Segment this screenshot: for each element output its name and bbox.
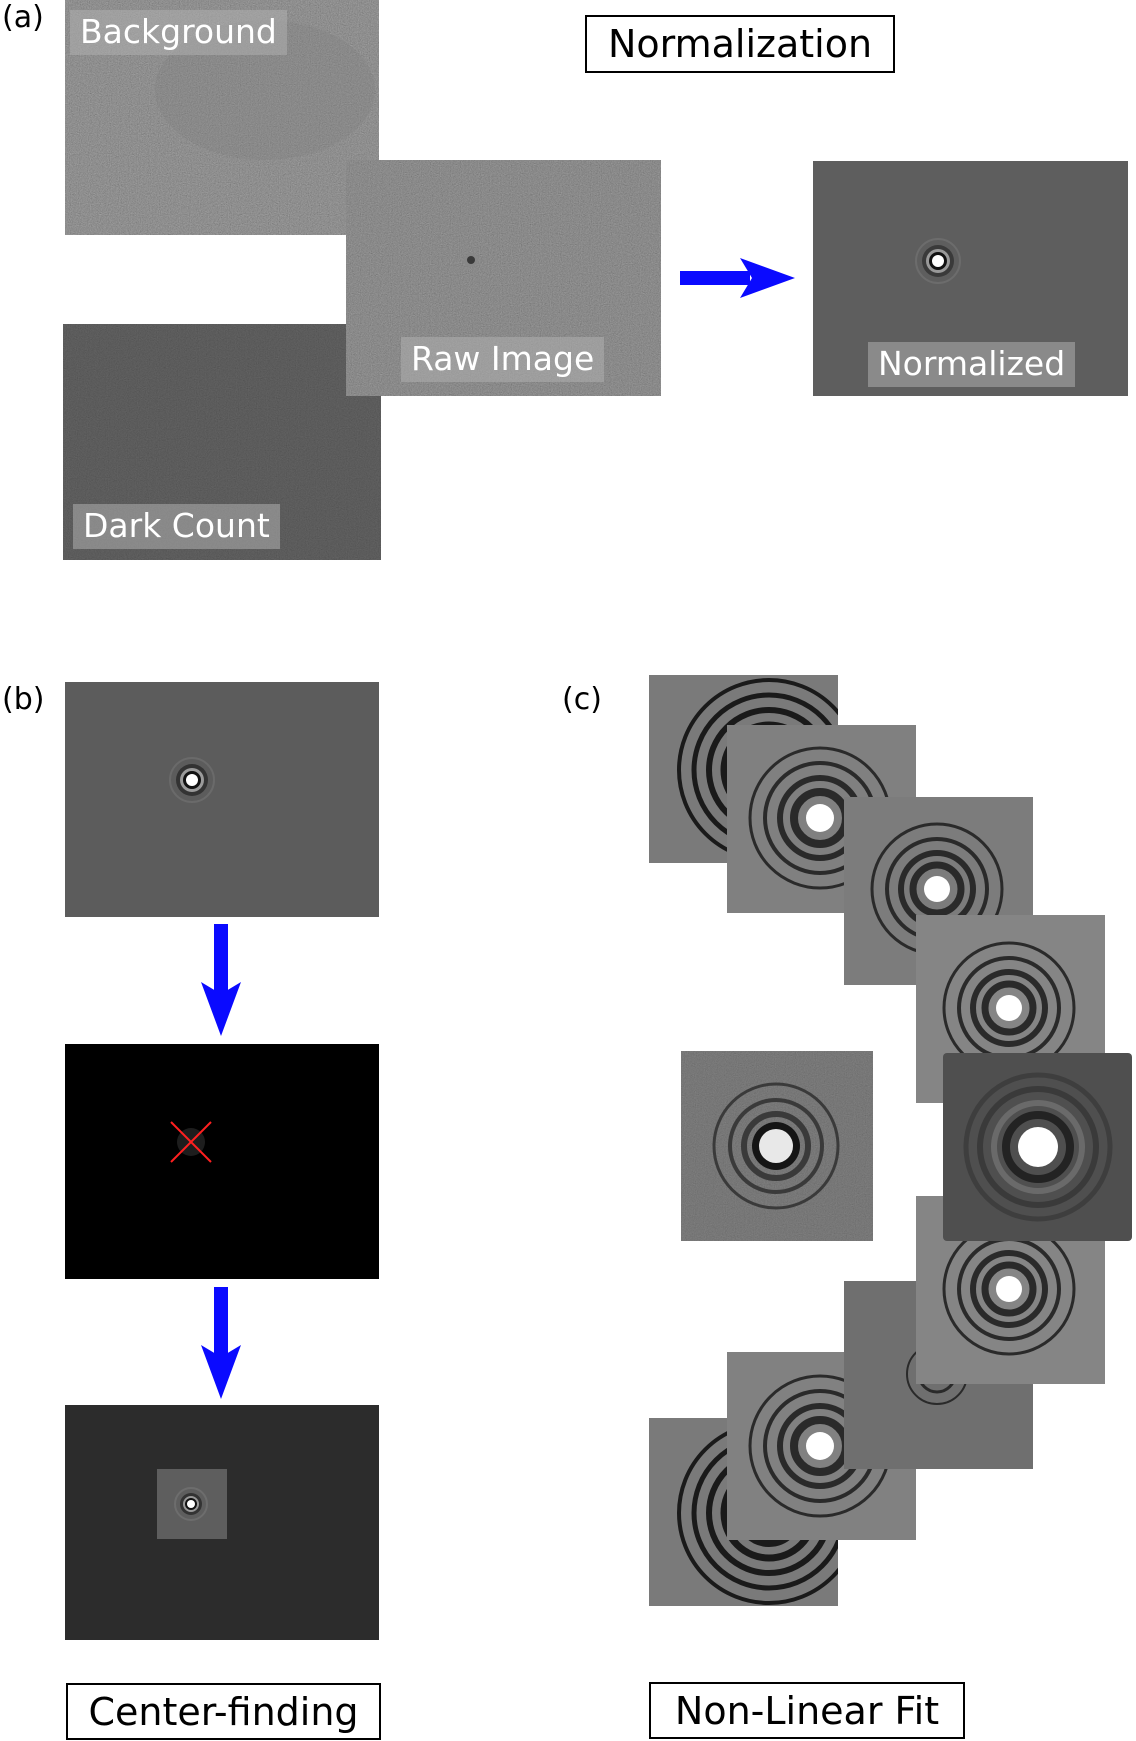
measured-data-image	[681, 1051, 873, 1241]
best-fit-image	[943, 1053, 1132, 1241]
normalization-title: Normalization	[585, 15, 895, 73]
panel-b-label: (b)	[2, 682, 45, 717]
center-input-image	[65, 682, 379, 917]
dark-count-caption: Dark Count	[73, 504, 280, 549]
normalized-caption: Normalized	[868, 342, 1076, 387]
arrow-right-icon	[680, 258, 795, 298]
cropped-image	[65, 1405, 379, 1640]
raw-image-caption: Raw Image	[401, 337, 605, 382]
panel-a-label: (a)	[2, 0, 44, 35]
panel-c-label: (c)	[562, 682, 602, 717]
arrow-down-icon-2	[201, 1287, 241, 1399]
center-finding-title: Center-finding	[66, 1683, 381, 1740]
background-caption: Background	[70, 10, 287, 55]
arrow-down-icon	[201, 924, 241, 1036]
center-detection-image	[65, 1044, 379, 1279]
non-linear-fit-title: Non-Linear Fit	[649, 1682, 965, 1739]
